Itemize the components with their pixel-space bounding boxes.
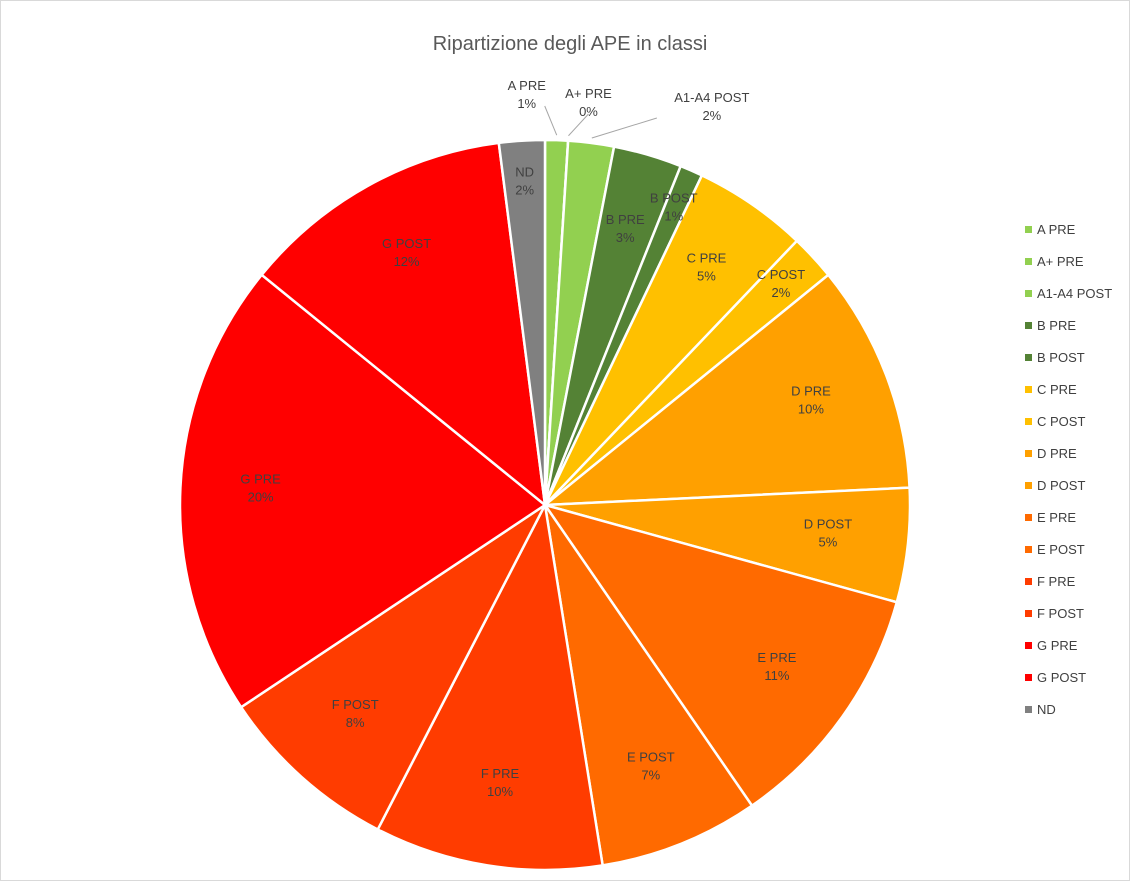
data-label-name: G POST [382,236,431,251]
data-label-value: 2% [772,285,791,300]
pie-slice [178,273,548,709]
leader-line [544,105,558,136]
data-label-value: 7% [641,767,660,782]
data-label: A PRE 1% [508,78,547,111]
legend-swatch [1025,322,1032,329]
legend-label: B POST [1037,350,1085,365]
legend-swatch [1025,546,1032,553]
data-label: F POST 8% [332,697,379,730]
legend-label: D POST [1037,478,1085,493]
data-label-name: E POST [627,749,675,764]
pie-slice [376,501,605,872]
legend-label: D PRE [1037,446,1077,461]
pie-slice [541,273,911,507]
data-label: ND 2% [515,164,534,197]
chart-title: Ripartizione degli APE in classi [433,33,708,55]
legend-label: G PRE [1037,638,1078,653]
data-label-value: 3% [616,230,635,245]
data-label-value: 2% [515,182,534,197]
legend-swatch [1025,578,1032,585]
legend-label: E POST [1037,542,1085,557]
data-label-name: A PRE [508,78,547,93]
pie-slice [542,502,899,808]
legend-swatch [1025,386,1032,393]
data-label-name: B PRE [606,212,645,227]
data-label: E PRE 11% [757,650,796,683]
data-label: E POST 7% [627,749,675,782]
legend-label: A PRE [1037,222,1076,237]
leader-line [591,117,657,139]
legend-swatch [1025,482,1032,489]
data-label-value: 2% [702,108,721,123]
legend-swatch [1025,706,1032,713]
legend-swatch [1025,226,1032,233]
legend-label: A1-A4 POST [1037,286,1112,301]
data-label-name: C POST [757,267,805,282]
data-label: G PRE 20% [240,471,281,504]
data-label-name: B POST [650,191,698,206]
data-label-name: D POST [804,517,852,532]
data-label: C PRE 5% [687,250,727,283]
data-label-value: 10% [487,784,513,799]
legend-swatch [1025,674,1032,681]
legend-swatch [1025,450,1032,457]
legend-label: E PRE [1037,510,1076,525]
data-label: B POST 1% [650,191,698,224]
data-label: D PRE 10% [791,383,831,416]
legend-swatch [1025,610,1032,617]
data-label-value: 10% [798,401,824,416]
data-label: B PRE 3% [606,212,645,245]
data-label-name: F PRE [481,766,520,781]
data-label-name: D PRE [791,383,831,398]
legend-label: A+ PRE [1037,254,1084,269]
data-label-value: 8% [346,715,365,730]
legend-label: G POST [1037,670,1086,685]
pie-slice [497,138,547,506]
data-label-name: E PRE [757,650,796,665]
data-label-name: A+ PRE [565,86,612,101]
legend-swatch [1025,642,1032,649]
legend-label: C POST [1037,414,1085,429]
data-label-value: 11% [764,668,789,683]
data-label-value: 0% [579,104,598,119]
data-label-value: 5% [819,535,838,550]
pie-slice [543,504,754,867]
data-label-name: ND [515,164,534,179]
data-label-name: G PRE [240,471,281,486]
data-label-name: C PRE [687,250,727,265]
data-label: A1-A4 POST 2% [674,90,749,123]
data-label-value: 12% [394,254,420,269]
legend-swatch [1025,514,1032,521]
data-label-name: A1-A4 POST [674,90,749,105]
data-label: F PRE 10% [481,766,520,799]
legend-swatch [1025,258,1032,265]
data-label: D POST 5% [804,517,852,550]
legend-label: B PRE [1037,318,1076,333]
legend-label: F PRE [1037,574,1076,589]
data-label-value: 20% [248,489,274,504]
data-label-name: F POST [332,697,379,712]
data-label: A+ PRE 0% [565,86,612,119]
legend-label: F POST [1037,606,1084,621]
pie-slice [239,501,549,832]
data-label-value: 1% [517,96,536,111]
data-label: G POST 12% [382,236,431,269]
legend-label: C PRE [1037,382,1077,397]
pie-slice [259,141,547,508]
legend-swatch [1025,418,1032,425]
legend-swatch [1025,354,1032,361]
data-label-value: 5% [697,268,716,283]
legend-swatch [1025,290,1032,297]
legend-label: ND [1037,702,1056,717]
data-label: C POST 2% [757,267,805,300]
leader-line [568,113,589,137]
data-label-value: 1% [664,209,683,224]
